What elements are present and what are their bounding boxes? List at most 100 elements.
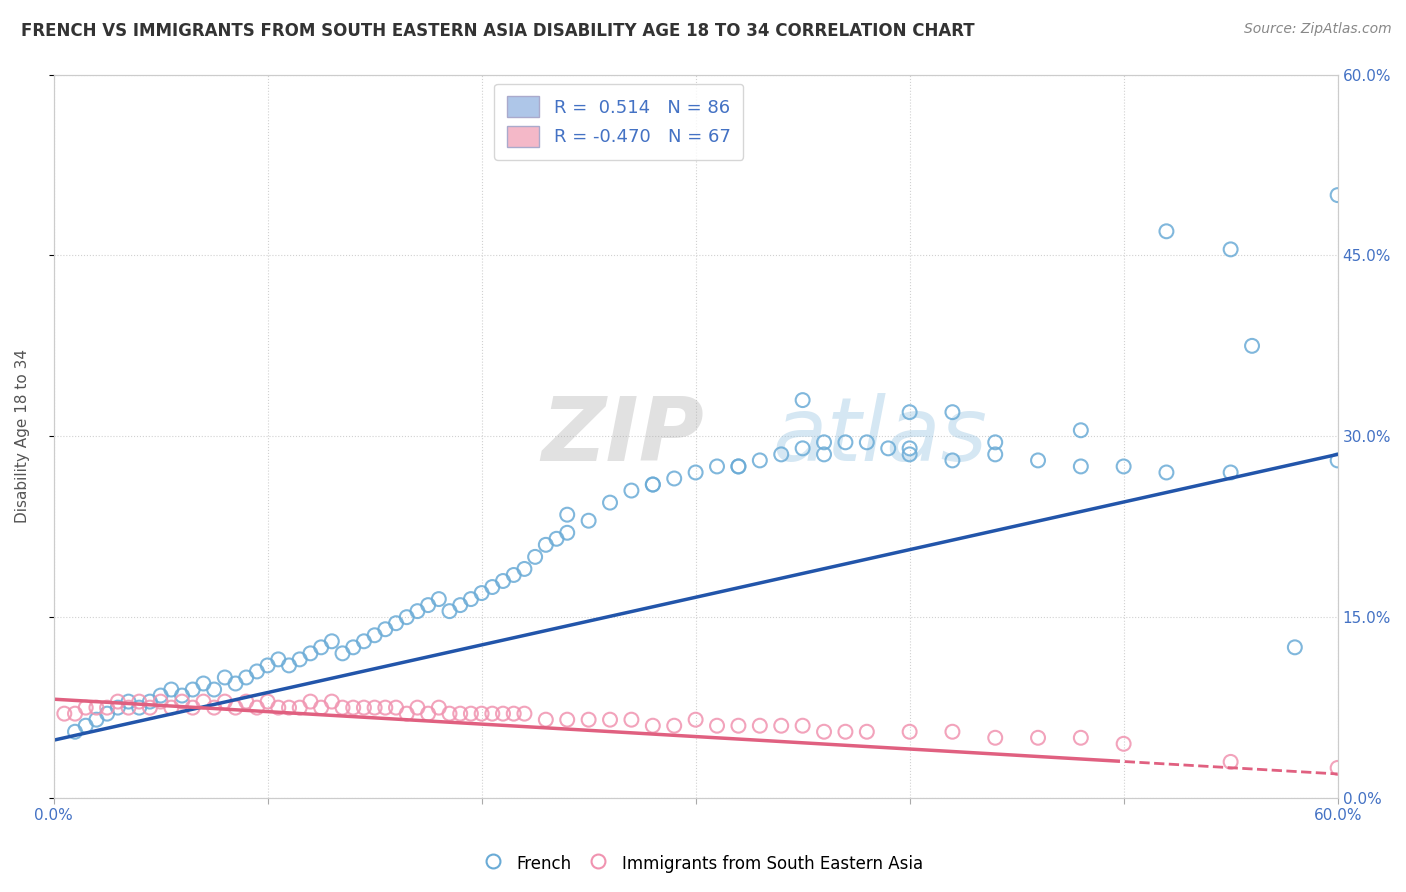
Point xyxy=(471,706,494,721)
Point xyxy=(941,405,963,419)
Point xyxy=(395,706,418,721)
Text: atlas: atlas xyxy=(773,393,987,479)
Point xyxy=(309,700,332,714)
Point xyxy=(439,604,461,618)
Legend: R =  0.514   N = 86, R = -0.470   N = 67: R = 0.514 N = 86, R = -0.470 N = 67 xyxy=(494,84,744,160)
Point xyxy=(685,713,707,727)
Point xyxy=(160,700,183,714)
Point xyxy=(406,700,429,714)
Point xyxy=(246,665,269,679)
Point xyxy=(555,713,578,727)
Point xyxy=(385,700,408,714)
Point xyxy=(941,724,963,739)
Point xyxy=(374,622,396,636)
Point xyxy=(246,700,269,714)
Point xyxy=(1070,731,1092,745)
Point xyxy=(353,700,375,714)
Point xyxy=(256,695,278,709)
Point xyxy=(898,405,921,419)
Point xyxy=(620,713,643,727)
Point xyxy=(267,700,290,714)
Text: Source: ZipAtlas.com: Source: ZipAtlas.com xyxy=(1244,22,1392,37)
Point xyxy=(984,435,1007,450)
Point xyxy=(1240,339,1263,353)
Point xyxy=(288,652,311,666)
Point xyxy=(792,442,814,456)
Point xyxy=(641,719,664,733)
Point xyxy=(1284,640,1306,655)
Point xyxy=(492,574,515,588)
Point xyxy=(288,700,311,714)
Point xyxy=(727,459,749,474)
Point xyxy=(1156,466,1178,480)
Point xyxy=(235,695,257,709)
Point xyxy=(353,634,375,648)
Point xyxy=(1219,243,1241,257)
Point xyxy=(706,719,728,733)
Point xyxy=(941,453,963,467)
Point xyxy=(727,459,749,474)
Point xyxy=(1326,188,1348,202)
Point xyxy=(748,719,770,733)
Point xyxy=(481,706,503,721)
Point xyxy=(792,719,814,733)
Text: FRENCH VS IMMIGRANTS FROM SOUTH EASTERN ASIA DISABILITY AGE 18 TO 34 CORRELATION: FRENCH VS IMMIGRANTS FROM SOUTH EASTERN … xyxy=(21,22,974,40)
Point xyxy=(770,719,793,733)
Point xyxy=(117,695,139,709)
Point xyxy=(181,682,204,697)
Point xyxy=(363,700,385,714)
Point xyxy=(481,580,503,594)
Point xyxy=(813,435,835,450)
Point xyxy=(898,724,921,739)
Point xyxy=(449,706,471,721)
Point xyxy=(770,447,793,461)
Point xyxy=(813,724,835,739)
Point xyxy=(727,719,749,733)
Legend: French, Immigrants from South Eastern Asia: French, Immigrants from South Eastern As… xyxy=(477,847,929,880)
Point xyxy=(664,471,686,485)
Point xyxy=(984,731,1007,745)
Point xyxy=(342,640,364,655)
Point xyxy=(96,700,118,714)
Point xyxy=(685,466,707,480)
Point xyxy=(214,695,236,709)
Point xyxy=(128,695,150,709)
Point xyxy=(170,689,193,703)
Point xyxy=(395,610,418,624)
Point xyxy=(534,713,557,727)
Point xyxy=(834,435,856,450)
Point xyxy=(149,695,172,709)
Point xyxy=(86,713,108,727)
Point xyxy=(149,689,172,703)
Point xyxy=(202,682,225,697)
Point xyxy=(792,393,814,408)
Point xyxy=(984,447,1007,461)
Point xyxy=(449,598,471,612)
Y-axis label: Disability Age 18 to 34: Disability Age 18 to 34 xyxy=(15,350,30,524)
Point xyxy=(385,616,408,631)
Point xyxy=(117,700,139,714)
Point xyxy=(460,706,482,721)
Point xyxy=(524,549,547,564)
Point xyxy=(1112,737,1135,751)
Point xyxy=(748,453,770,467)
Point xyxy=(427,592,450,607)
Point xyxy=(139,695,162,709)
Point xyxy=(513,706,536,721)
Point xyxy=(578,713,600,727)
Point xyxy=(193,695,215,709)
Point xyxy=(546,532,568,546)
Point xyxy=(898,447,921,461)
Point xyxy=(214,670,236,684)
Point xyxy=(170,695,193,709)
Point xyxy=(202,700,225,714)
Point xyxy=(1219,755,1241,769)
Point xyxy=(160,682,183,697)
Point xyxy=(1112,459,1135,474)
Point xyxy=(321,634,343,648)
Point xyxy=(406,604,429,618)
Point xyxy=(256,658,278,673)
Point xyxy=(1156,224,1178,238)
Point xyxy=(96,706,118,721)
Point xyxy=(599,713,621,727)
